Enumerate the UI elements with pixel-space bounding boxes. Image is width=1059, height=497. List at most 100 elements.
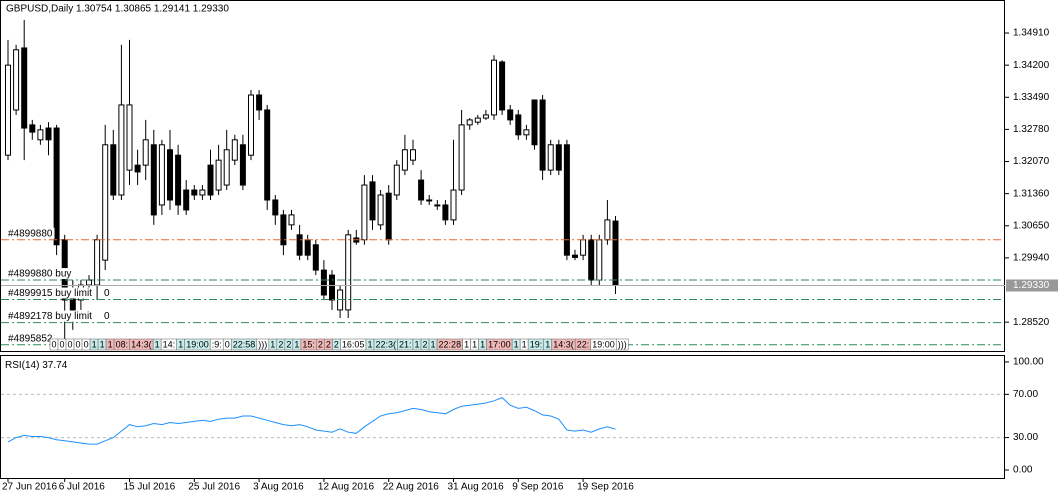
- time-box-text: 2: [326, 339, 331, 349]
- candle-body: [393, 164, 400, 196]
- y-tick-label: 1.30650: [1013, 220, 1050, 231]
- candle-body: [102, 144, 109, 261]
- candle-body: [134, 164, 141, 173]
- candle-body: [450, 189, 457, 221]
- y-tick-label: 1.28520: [1013, 317, 1050, 328]
- order-label-bg: [6, 332, 55, 344]
- candle-body: [110, 144, 117, 196]
- time-box-text: 1: [480, 339, 485, 349]
- y-tick-label: 1.32070: [1013, 156, 1050, 167]
- candle-body: [21, 47, 28, 129]
- rsi-line: [7, 397, 616, 445]
- time-box-text: 1: [108, 339, 113, 349]
- order-label-bg: [6, 227, 55, 239]
- candle-body: [491, 59, 497, 116]
- order-label-bg: [6, 310, 94, 322]
- candle-body: [264, 109, 271, 201]
- rsi-name: RSI(14): [5, 360, 39, 371]
- time-box-text: 1: [294, 339, 299, 349]
- rsi-last: 37.74: [42, 360, 67, 371]
- time-box-text: 0: [76, 339, 81, 349]
- time-box-text: 1: [431, 339, 436, 349]
- y-tick-label: 70.00: [1013, 389, 1038, 400]
- time-box-text: 21:: [399, 339, 412, 349]
- candle-body: [175, 154, 182, 206]
- time-box-text: 22:28: [439, 339, 462, 349]
- time-box-text: 14:3(: [131, 339, 152, 349]
- y-tick-label: 1.34200: [1013, 60, 1050, 71]
- time-box-text: 14:: [163, 339, 176, 349]
- x-tick-label: 12 Aug 2016: [318, 482, 375, 493]
- time-box-text: 2: [278, 339, 283, 349]
- price-tag-bg: [1006, 279, 1058, 292]
- rsi-pane: [0, 355, 1005, 479]
- order-label-bg: [6, 268, 74, 280]
- candle-body: [361, 184, 368, 241]
- candle-body: [29, 124, 36, 133]
- candle-body: [329, 274, 335, 301]
- candle-body: [53, 127, 60, 246]
- y-tick-label: 1.31360: [1013, 188, 1050, 199]
- x-tick-label: 9 Sep 2016: [512, 482, 564, 493]
- candle-body: [167, 149, 173, 201]
- x-tick-label: 6 Jul 2016: [59, 482, 106, 493]
- chart-title: GBPUSD,Daily: [6, 4, 73, 15]
- candle-body: [239, 144, 246, 186]
- time-box-text: 2: [318, 339, 323, 349]
- candle-body: [150, 144, 157, 216]
- x-tick-label: 15 Jul 2016: [124, 482, 176, 493]
- time-box-text: 1: [514, 339, 519, 349]
- candle-body: [604, 219, 611, 241]
- candle-body: [207, 164, 214, 196]
- candle-body: [580, 239, 587, 256]
- time-box-text: 19:00: [186, 339, 209, 349]
- candle-body: [474, 117, 481, 123]
- candle-body: [466, 119, 473, 126]
- candle-body: [369, 181, 376, 221]
- time-box-text: 1: [545, 339, 550, 349]
- order-label: #4895852: [8, 333, 53, 344]
- time-box-text: 22:58: [233, 339, 256, 349]
- candle-body: [596, 239, 603, 281]
- time-box-text: 0: [60, 339, 65, 349]
- time-box: [615, 338, 629, 351]
- x-tick-label: 19 Sep 2016: [577, 482, 634, 493]
- order-label-bg: [6, 287, 94, 299]
- header-values: 1.30754 1.30865 1.29141 1.29330: [76, 4, 229, 15]
- time-box-text: 2: [423, 339, 428, 349]
- candle-body: [401, 149, 408, 171]
- candle-body: [515, 114, 522, 136]
- time-box-text: 15:: [302, 339, 315, 349]
- price-tag: 1.29330: [1013, 280, 1050, 291]
- time-box-text: ))): [258, 339, 267, 349]
- time-box-text: :9:: [212, 339, 222, 349]
- candle-body: [118, 104, 125, 196]
- candle-body: [523, 129, 530, 136]
- time-box-text: 1: [522, 339, 527, 349]
- time-box-text: 1: [100, 339, 105, 349]
- candle-body: [320, 269, 327, 296]
- time-box-text: 1: [92, 339, 97, 349]
- candle-body: [410, 149, 416, 161]
- time-box-text: 1: [367, 339, 372, 349]
- candle-body: [223, 149, 230, 186]
- order-label: #4899880: [8, 228, 53, 239]
- y-tick-label: 30.00: [1013, 432, 1038, 443]
- time-box-text: ))): [618, 339, 627, 349]
- time-box-text: 22:: [577, 339, 590, 349]
- candle-body: [507, 109, 514, 121]
- time-box-text: 1: [464, 339, 469, 349]
- candle-body: [191, 189, 198, 196]
- candle-body: [256, 94, 263, 111]
- candle-body: [183, 189, 190, 211]
- candle-body: [312, 244, 319, 271]
- candle-body: [588, 239, 595, 281]
- y-tick-label: 0.00: [1013, 465, 1033, 476]
- candle-body: [280, 214, 287, 246]
- time-box-text: 0: [52, 339, 57, 349]
- candle-body: [499, 61, 506, 111]
- candle-body: [385, 192, 392, 241]
- time-box-text: 1: [270, 339, 275, 349]
- time-box-text: 19:00: [592, 339, 615, 349]
